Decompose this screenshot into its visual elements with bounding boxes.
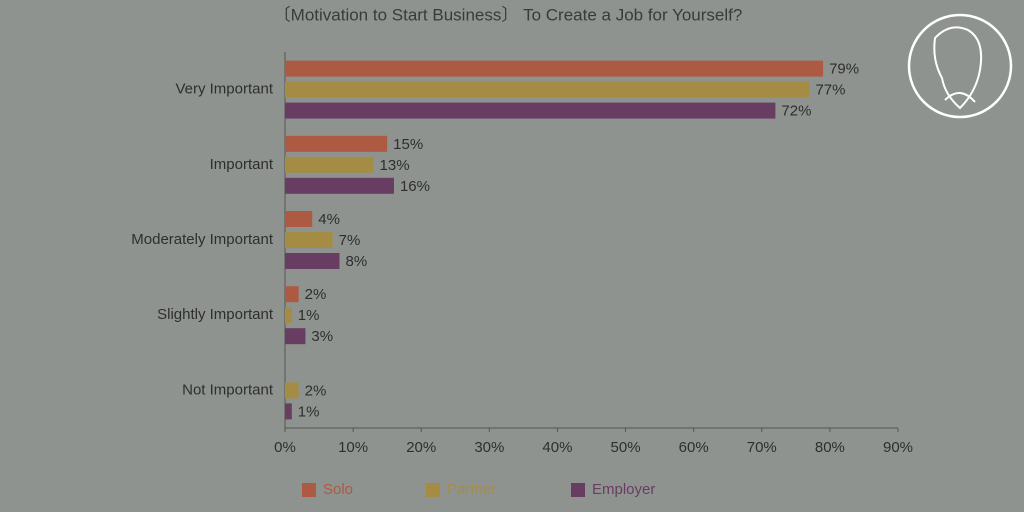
value-label: 72% bbox=[781, 103, 811, 120]
x-tick-label: 60% bbox=[679, 439, 709, 456]
x-tick-label: 40% bbox=[542, 439, 572, 456]
legend-swatch bbox=[426, 483, 440, 497]
legend-swatch bbox=[302, 483, 316, 497]
bar bbox=[285, 81, 810, 98]
value-label: 79% bbox=[829, 61, 859, 78]
bar bbox=[285, 328, 306, 345]
legend-swatch bbox=[571, 483, 585, 497]
y-tick-label: Moderately Important bbox=[131, 231, 274, 248]
value-label: 7% bbox=[339, 232, 361, 249]
y-tick-label: Important bbox=[210, 156, 274, 173]
value-label: 3% bbox=[311, 328, 333, 345]
x-tick-label: 80% bbox=[815, 439, 845, 456]
bar bbox=[285, 135, 388, 152]
value-label: 16% bbox=[400, 178, 430, 195]
legend-label: Employer bbox=[592, 481, 655, 498]
bar bbox=[285, 286, 299, 303]
legend-label: Solo bbox=[323, 481, 353, 498]
x-tick-label: 90% bbox=[883, 439, 913, 456]
bar bbox=[285, 211, 313, 227]
chart-title: 〔Motivation to Start Business〕 To Create… bbox=[274, 5, 743, 24]
y-tick-label: Very Important bbox=[175, 81, 273, 98]
bar bbox=[285, 156, 374, 173]
bar bbox=[285, 307, 292, 324]
value-label: 1% bbox=[298, 403, 320, 420]
x-tick-label: 20% bbox=[406, 439, 436, 456]
value-label: 1% bbox=[298, 307, 320, 324]
value-label: 77% bbox=[815, 82, 845, 99]
bar bbox=[285, 403, 292, 420]
x-tick-label: 0% bbox=[274, 439, 296, 456]
bar bbox=[285, 102, 776, 119]
bar bbox=[285, 60, 824, 77]
value-label: 8% bbox=[345, 253, 367, 270]
bar bbox=[285, 253, 340, 269]
x-tick-label: 30% bbox=[474, 439, 504, 456]
x-tick-label: 50% bbox=[611, 439, 641, 456]
y-tick-label: Slightly Important bbox=[157, 306, 274, 323]
legend-label: Partner bbox=[447, 481, 496, 498]
value-label: 4% bbox=[318, 211, 340, 228]
bar bbox=[285, 177, 394, 194]
value-label: 15% bbox=[393, 136, 423, 153]
value-label: 13% bbox=[380, 157, 410, 174]
y-tick-label: Not Important bbox=[182, 381, 274, 398]
bar bbox=[285, 382, 299, 399]
x-tick-label: 10% bbox=[338, 439, 368, 456]
bar bbox=[285, 232, 333, 248]
x-tick-label: 70% bbox=[747, 439, 777, 456]
value-label: 2% bbox=[305, 286, 327, 303]
value-label: 2% bbox=[305, 382, 327, 399]
logo bbox=[907, 13, 1013, 119]
